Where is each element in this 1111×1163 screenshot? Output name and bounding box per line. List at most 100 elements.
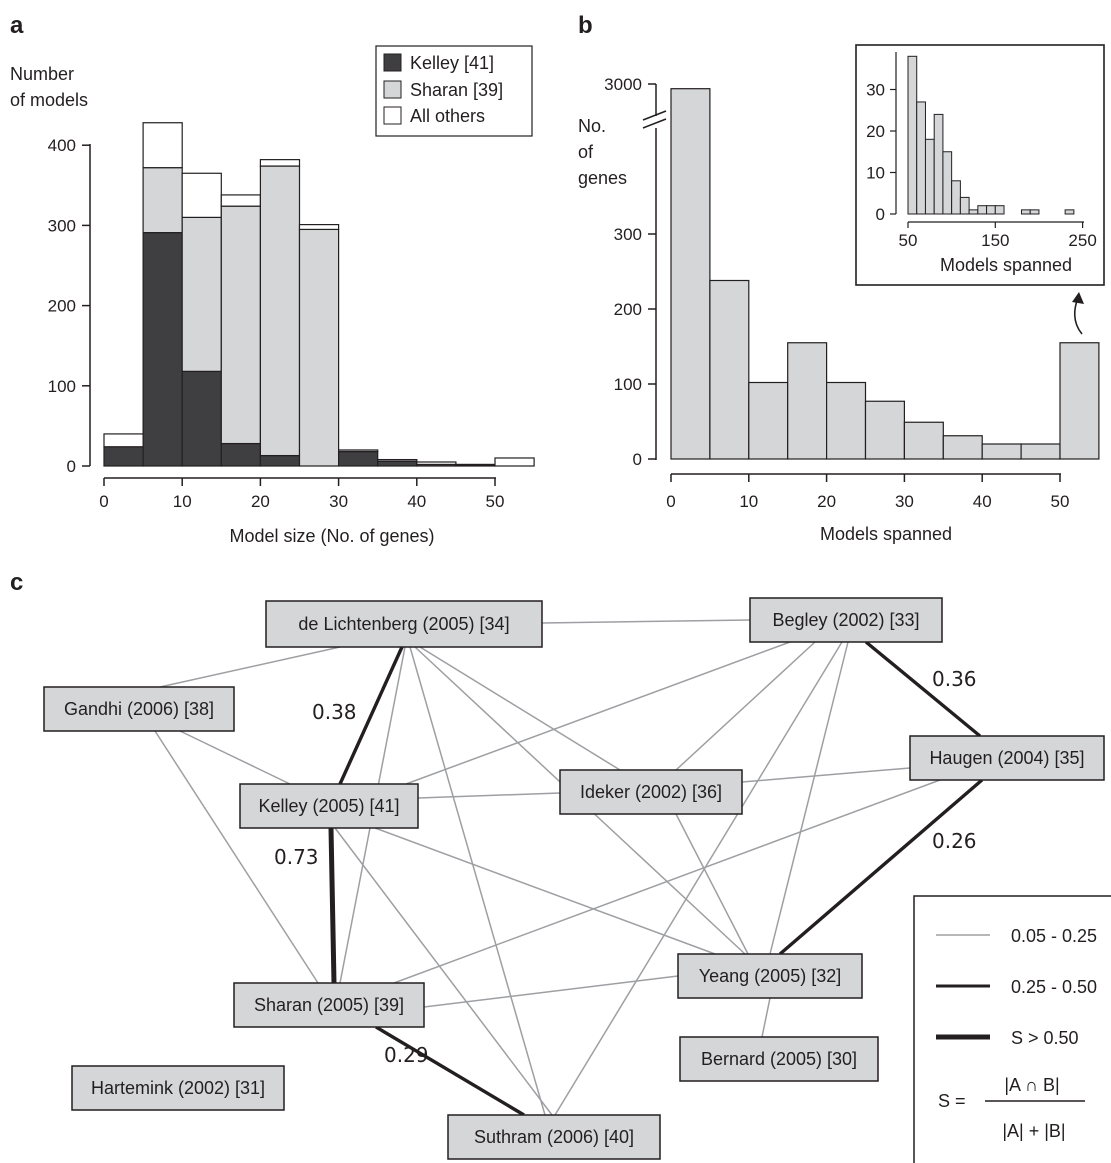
bar-b-40 — [981, 443, 1022, 460]
bar-a-kelley-0 — [103, 446, 144, 467]
node-label-sharan: Sharan (2005) [39] — [254, 995, 404, 1015]
bar-a-kelley-5 — [142, 232, 183, 467]
legend-label-kelley: Kelley [41] — [410, 53, 494, 73]
node-label-lichtenberg: de Lichtenberg (2005) [34] — [298, 614, 509, 634]
bar-a-sharan-10 — [181, 216, 222, 372]
edge-begley-suthram — [554, 641, 843, 1116]
x-tick-label-b-40: 40 — [973, 492, 992, 511]
edge-haugen-ideker — [741, 767, 911, 783]
bar-inset-120 — [968, 209, 979, 215]
node-box-lichtenberg — [265, 600, 543, 648]
edge-label-kelley-sharan: 0.73 — [274, 845, 319, 869]
inset-frame — [855, 44, 1105, 286]
legend-label-medium: 0.25 - 0.50 — [1011, 977, 1097, 997]
x-tick-label-b-0: 0 — [666, 492, 675, 511]
inset-xlabel: Models spanned — [940, 255, 1072, 275]
x-tick-label-a-40: 40 — [407, 492, 426, 511]
network-diagram: 0.38 0.36 0.26 0.29 0.73 de Lichtenberg (200… — [43, 597, 1111, 1163]
edge-lichtenberg-gandhi — [159, 646, 341, 688]
panel-label-b: b — [578, 12, 593, 39]
formula-lhs: S = — [938, 1091, 966, 1111]
chart-a: Number of models 0 10 20 30 40 50 0 100 200 300 40… — [10, 45, 535, 546]
inset-pointer-arrow-icon — [1072, 292, 1084, 335]
bar-b-5 — [709, 279, 750, 460]
bar-a-kelley-10 — [181, 370, 222, 467]
node-lichtenberg: de Lichtenberg (2005) [34] — [265, 600, 543, 648]
node-box-haugen — [909, 735, 1105, 781]
chart-a-ylabel-line1: Number — [10, 64, 74, 84]
network-edge-labels: 0.38 0.36 0.26 0.29 0.73 — [274, 667, 977, 1067]
bar-a-all-0 — [103, 433, 144, 448]
formula-denominator: |A| + |B| — [1002, 1121, 1065, 1141]
x-tick-label-inset-150: 150 — [981, 231, 1009, 250]
bar-inset-150 — [994, 205, 1005, 215]
bar-inset-140 — [986, 205, 996, 215]
node-kelley: Kelley (2005) [41] — [239, 783, 419, 829]
node-label-hartemink: Hartemink (2002) [31] — [91, 1078, 265, 1098]
y-tick-label-b-3000: 3000 — [604, 75, 642, 94]
edge-haugen-sharan — [393, 779, 941, 984]
bar-a-sharan-30 — [338, 449, 379, 453]
bar-inset-110 — [959, 196, 970, 215]
edge-label-sharan-suthram: 0.29 — [384, 1043, 429, 1067]
x-tick-label-b-50: 50 — [1051, 492, 1070, 511]
edge-lichtenberg-kelley — [338, 646, 404, 785]
edge-kelley-yeang — [374, 827, 716, 955]
bar-inset-70 — [924, 138, 935, 215]
node-box-bernard — [679, 1036, 879, 1082]
y-tick-label-inset-20: 20 — [866, 122, 885, 141]
x-tick-label-a-20: 20 — [251, 492, 270, 511]
bar-inset-90 — [942, 151, 953, 215]
network-nodes: de Lichtenberg (2005) [34] Begley (2002) … — [43, 597, 1105, 1160]
axis-break-icon — [642, 110, 667, 129]
edge-kelley-suthram — [334, 827, 553, 1116]
node-haugen: Haugen (2004) [35] — [909, 735, 1105, 781]
node-box-kelley — [239, 783, 419, 829]
bar-inset-190 — [1029, 209, 1040, 215]
node-bernard: Bernard (2005) [30] — [679, 1036, 879, 1082]
chart-a-bars — [103, 122, 535, 467]
bar-inset-180 — [1020, 209, 1031, 215]
panel-label-a: a — [10, 12, 24, 39]
node-box-ideker — [559, 769, 743, 815]
bar-a-kelley-15 — [220, 442, 262, 467]
x-tick-label-inset-250: 250 — [1068, 231, 1096, 250]
bar-inset-130 — [977, 205, 988, 215]
edge-lichtenberg-suthram — [409, 646, 546, 1116]
node-box-begley — [749, 597, 943, 643]
node-label-kelley: Kelley (2005) [41] — [258, 796, 399, 816]
bar-a-sharan-35 — [377, 458, 418, 462]
x-tick-label-a-50: 50 — [486, 492, 505, 511]
x-tick-label-inset-50: 50 — [899, 231, 918, 250]
bar-b-50 — [1059, 342, 1100, 460]
bar-a-all-15 — [220, 194, 262, 207]
bar-b-20 — [825, 381, 867, 460]
bar-a-all-25 — [298, 223, 340, 231]
node-sharan: Sharan (2005) [39] — [233, 982, 425, 1028]
network-edges — [154, 619, 984, 1117]
bar-b-45 — [1020, 443, 1061, 460]
bar-a-all-45 — [455, 463, 496, 466]
chart-b-inset: 50 150 250 0 10 20 30 Models spanned — [855, 44, 1105, 286]
edge-label-lichtenberg-kelley: 0.38 — [312, 700, 357, 724]
node-label-bernard: Bernard (2005) [30] — [701, 1049, 857, 1069]
bar-a-kelley-30 — [338, 450, 379, 467]
node-label-begley: Begley (2002) [33] — [772, 610, 919, 630]
bar-inset-60 — [916, 101, 926, 215]
y-tick-label-inset-30: 30 — [866, 81, 885, 100]
node-label-ideker: Ideker (2002) [36] — [580, 782, 722, 802]
node-gandhi: Gandhi (2006) [38] — [43, 686, 235, 732]
x-tick-label-b-20: 20 — [817, 492, 836, 511]
node-label-gandhi: Gandhi (2006) [38] — [64, 699, 214, 719]
node-hartemink: Hartemink (2002) [31] — [71, 1065, 285, 1111]
y-tick-label-a-400: 400 — [48, 136, 76, 155]
x-tick-label-b-10: 10 — [739, 492, 758, 511]
legend-swatch-kelley — [383, 53, 402, 72]
network-legend: 0.05 - 0.25 0.25 - 0.50 S > 0.50 S = |A … — [913, 895, 1111, 1163]
y-tick-label-b-100: 100 — [614, 375, 642, 394]
legend-swatch-others — [383, 106, 402, 125]
bar-a-sharan-15 — [220, 205, 262, 445]
bar-inset-230 — [1064, 209, 1075, 215]
chart-a-ylabel-line2: of models — [10, 90, 88, 110]
